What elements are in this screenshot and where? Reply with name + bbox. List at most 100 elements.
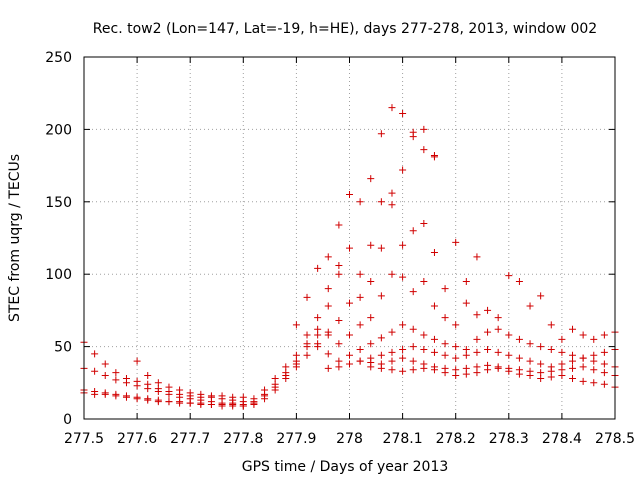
data-point bbox=[154, 379, 162, 387]
data-point bbox=[505, 351, 513, 359]
series-group bbox=[292, 104, 438, 329]
data-point bbox=[133, 357, 141, 365]
series-group bbox=[346, 343, 619, 371]
data-point bbox=[388, 104, 396, 112]
data-point bbox=[526, 302, 534, 310]
data-point bbox=[515, 354, 523, 362]
data-point bbox=[537, 343, 545, 351]
data-point bbox=[303, 331, 311, 339]
y-tick-label: 0 bbox=[63, 412, 72, 428]
series-group bbox=[80, 328, 332, 410]
y-tick-label: 150 bbox=[45, 195, 72, 211]
data-point bbox=[91, 390, 99, 398]
data-point bbox=[356, 321, 364, 329]
x-tick-label: 278.5 bbox=[595, 431, 635, 447]
data-point bbox=[494, 348, 502, 356]
data-point bbox=[473, 253, 481, 261]
data-point bbox=[420, 331, 428, 339]
x-tick-label: 278.3 bbox=[489, 431, 529, 447]
x-tick-label: 277.7 bbox=[170, 431, 210, 447]
data-point bbox=[420, 345, 428, 353]
data-point bbox=[229, 393, 237, 401]
data-point bbox=[335, 262, 343, 270]
data-point bbox=[420, 364, 428, 372]
data-point bbox=[186, 389, 194, 397]
y-tick-label: 200 bbox=[45, 122, 72, 138]
data-point bbox=[388, 270, 396, 278]
data-point bbox=[399, 345, 407, 353]
y-tick-labels: 0 50 100 150 200 250 bbox=[45, 50, 72, 428]
data-point bbox=[176, 386, 184, 394]
y-tick-label: 100 bbox=[45, 267, 72, 283]
data-point bbox=[590, 379, 598, 387]
data-point bbox=[154, 398, 162, 406]
data-point bbox=[462, 299, 470, 307]
data-point bbox=[346, 360, 353, 368]
data-point bbox=[473, 335, 481, 343]
series-group bbox=[324, 270, 619, 358]
data-point bbox=[197, 390, 205, 398]
data-point bbox=[324, 302, 332, 310]
data-point bbox=[335, 340, 343, 348]
data-point bbox=[547, 373, 555, 381]
data-point bbox=[526, 372, 534, 380]
data-point bbox=[558, 348, 566, 356]
data-point bbox=[335, 270, 343, 278]
y-tick-label: 50 bbox=[54, 340, 72, 356]
x-tick-label: 278 bbox=[336, 431, 363, 447]
data-point bbox=[367, 175, 375, 183]
data-point bbox=[154, 387, 162, 395]
data-point bbox=[547, 345, 555, 353]
data-point bbox=[600, 380, 608, 388]
data-point bbox=[505, 272, 513, 280]
data-point bbox=[377, 292, 385, 300]
data-point bbox=[505, 367, 513, 375]
data-point bbox=[600, 360, 608, 368]
data-point bbox=[484, 366, 492, 374]
data-point bbox=[101, 390, 109, 398]
data-point bbox=[569, 374, 577, 382]
data-point bbox=[430, 248, 438, 256]
data-point bbox=[314, 314, 322, 322]
data-point bbox=[356, 357, 364, 365]
series-group bbox=[80, 363, 300, 410]
data-point bbox=[314, 343, 322, 351]
data-point bbox=[314, 264, 322, 272]
data-point bbox=[91, 350, 99, 358]
data-point bbox=[569, 325, 577, 333]
data-point bbox=[399, 166, 407, 174]
data-point bbox=[441, 314, 449, 322]
data-point bbox=[473, 311, 481, 319]
data-point bbox=[409, 343, 417, 351]
data-point bbox=[537, 374, 545, 382]
x-tick-label: 278.1 bbox=[383, 431, 423, 447]
data-point bbox=[239, 402, 247, 410]
data-point bbox=[600, 348, 608, 356]
data-point bbox=[197, 401, 205, 409]
data-point bbox=[494, 314, 502, 322]
data-point bbox=[452, 354, 460, 362]
chart-title: Rec. tow2 (Lon=147, Lat=-19, h=HE), days… bbox=[93, 21, 597, 37]
data-point bbox=[579, 331, 587, 339]
data-point bbox=[388, 357, 396, 365]
x-axis-label: GPS time / Days of year 2013 bbox=[242, 459, 449, 475]
data-point bbox=[420, 125, 428, 133]
data-point bbox=[399, 367, 407, 375]
data-point bbox=[112, 392, 120, 400]
axis-ticks bbox=[83, 56, 616, 420]
data-point bbox=[261, 395, 269, 403]
data-point bbox=[356, 345, 364, 353]
data-point bbox=[600, 331, 608, 339]
data-point bbox=[346, 299, 353, 307]
data-point bbox=[515, 370, 523, 378]
data-point bbox=[324, 331, 332, 339]
data-point bbox=[462, 351, 470, 359]
y-tick-label: 250 bbox=[45, 50, 72, 66]
x-tick-label: 278.4 bbox=[542, 431, 582, 447]
data-point bbox=[515, 335, 523, 343]
x-tick-label: 277.6 bbox=[117, 431, 157, 447]
data-point bbox=[420, 146, 428, 154]
data-point bbox=[133, 382, 141, 390]
data-point bbox=[207, 401, 215, 409]
data-point bbox=[239, 393, 247, 401]
